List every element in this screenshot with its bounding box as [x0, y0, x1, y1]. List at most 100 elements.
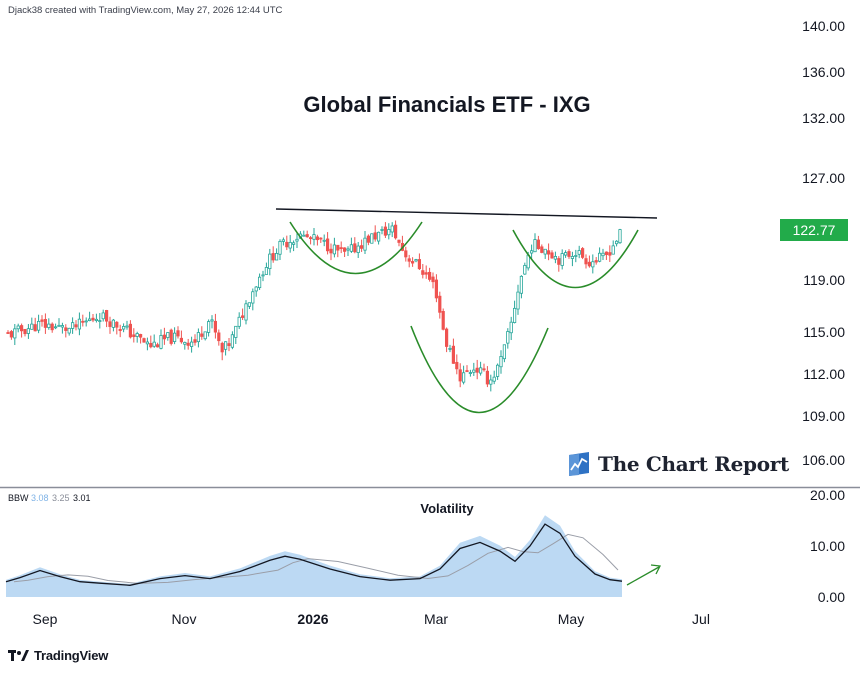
- candle-body: [125, 325, 129, 328]
- time-tick-label: Sep: [33, 611, 58, 627]
- candle-body: [604, 251, 609, 256]
- candle-body: [179, 337, 183, 343]
- candle-body: [444, 328, 449, 347]
- up-arrow-icon: [626, 564, 661, 586]
- candle-body: [88, 318, 92, 322]
- candle-body: [495, 364, 500, 377]
- candle-body: [370, 233, 374, 244]
- candle-body: [196, 332, 200, 343]
- volatility-title: Volatility: [420, 501, 474, 516]
- candle-body: [407, 258, 411, 262]
- candle-body: [455, 361, 459, 370]
- tradingview-icon: [8, 649, 29, 661]
- candle-body: [9, 331, 13, 338]
- candle-body: [591, 261, 595, 268]
- volatility-tick-label: 20.00: [810, 487, 845, 503]
- candle-body: [584, 258, 588, 265]
- candle-body: [183, 342, 187, 345]
- price-tick-label: 127.00: [802, 170, 845, 186]
- time-tick-label: 2026: [297, 611, 328, 627]
- time-tick-label: Mar: [424, 611, 448, 627]
- candle-body: [271, 253, 275, 261]
- candle-body: [543, 248, 547, 255]
- price-tick-label: 112.00: [803, 366, 845, 382]
- candle-body: [506, 331, 510, 344]
- candle-body: [64, 327, 68, 331]
- candle-body: [261, 274, 265, 277]
- candle-body: [611, 245, 615, 255]
- time-tick-label: Jul: [692, 611, 710, 627]
- candle-body: [332, 244, 337, 255]
- candle-body: [414, 259, 418, 262]
- candle-body: [322, 239, 326, 242]
- candle-body: [6, 332, 10, 334]
- candle-body: [465, 370, 469, 372]
- candle-body: [577, 250, 581, 255]
- price-axis[interactable]: 140.00 136.00 132.00 127.00 119.00 115.00 112.…: [802, 18, 845, 468]
- candle-body: [33, 324, 37, 332]
- candle-body: [169, 329, 173, 344]
- candle-body: [594, 260, 598, 263]
- candle-body: [353, 243, 357, 253]
- candle-body: [16, 325, 20, 330]
- candle-body: [217, 332, 221, 342]
- candle-body: [13, 328, 17, 339]
- candle-body: [91, 317, 95, 321]
- candle-body: [560, 253, 564, 266]
- candle-body: [223, 341, 228, 350]
- candle-body: [57, 324, 61, 327]
- candle-body: [285, 241, 289, 248]
- candle-body: [427, 271, 432, 280]
- candle-body: [84, 320, 88, 323]
- bbw-signal-line: [13, 533, 619, 584]
- candle-body: [264, 267, 269, 275]
- time-tick-label: May: [558, 611, 584, 627]
- candle-body: [30, 323, 34, 330]
- candle-body: [536, 239, 541, 250]
- candle-body: [138, 334, 143, 338]
- candle-body: [105, 310, 109, 322]
- candle-body: [376, 231, 381, 242]
- candle-body: [247, 302, 251, 307]
- tradingview-logo[interactable]: TradingView: [8, 648, 108, 663]
- chart-report-icon: [569, 452, 589, 476]
- chart-title: Global Financials ETF - IXG: [303, 92, 590, 117]
- candle-body: [513, 307, 517, 323]
- candle-body: [502, 344, 507, 360]
- candle-body: [359, 245, 364, 249]
- candle-body: [587, 261, 592, 267]
- candle-body: [421, 270, 425, 275]
- candle-body: [162, 334, 166, 340]
- time-axis[interactable]: Sep Nov 2026 Mar May Jul: [33, 611, 710, 627]
- candle-body: [186, 342, 190, 346]
- volatility-axis[interactable]: 20.00 10.00 0.00: [810, 487, 845, 605]
- candle-body: [519, 275, 524, 294]
- candle-body: [50, 323, 54, 331]
- candle-body: [363, 237, 367, 251]
- candle-body: [475, 367, 479, 373]
- time-tick-label: Nov: [172, 611, 197, 627]
- volatility-tick-label: 10.00: [810, 538, 845, 554]
- candle-body: [295, 238, 299, 242]
- candle-body: [431, 276, 435, 283]
- pattern-curve: [512, 229, 639, 289]
- candle-body: [523, 265, 527, 275]
- candle-body: [346, 248, 350, 251]
- resistance-line: [275, 208, 658, 219]
- price-tick-label: 132.00: [802, 110, 845, 126]
- chart-report-logo: The Chart Report: [568, 451, 789, 477]
- candle-body: [108, 321, 112, 327]
- candle-body: [189, 341, 194, 347]
- candle-body: [98, 320, 102, 322]
- candle-body: [336, 244, 340, 251]
- candle-body: [598, 252, 602, 262]
- candle-body: [325, 238, 330, 252]
- candle-body: [172, 332, 177, 342]
- price-tick-label: 119.00: [803, 272, 845, 288]
- candle-body: [451, 345, 456, 364]
- candle-body: [213, 320, 217, 333]
- price-tick-label: 109.00: [802, 408, 845, 424]
- candle-body: [281, 239, 286, 242]
- candle-body: [37, 320, 41, 331]
